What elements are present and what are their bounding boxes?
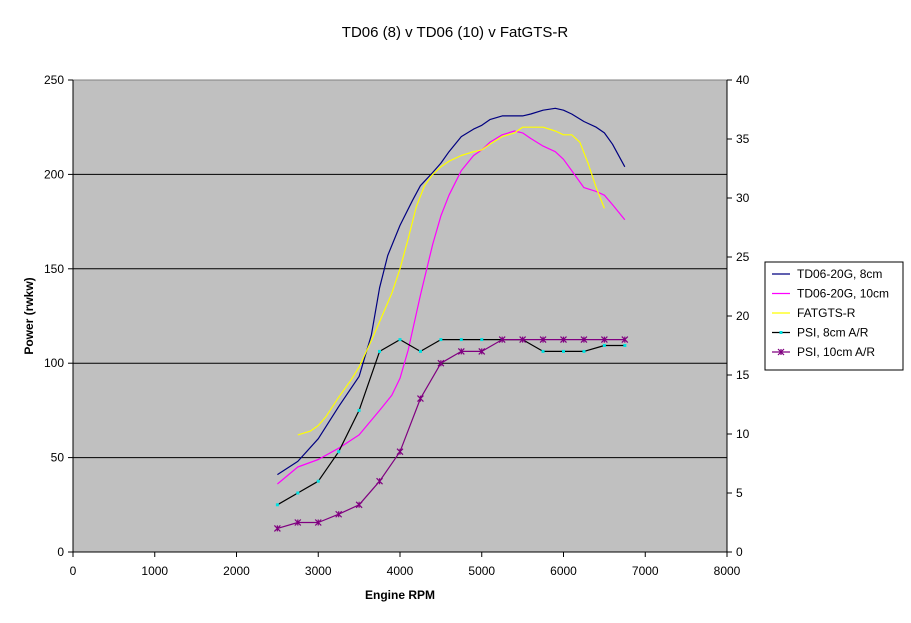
series-4-point-marker <box>580 336 588 344</box>
series-4-point-marker <box>355 501 363 509</box>
series-3-point-marker <box>602 344 606 347</box>
series-4-point-marker <box>376 477 383 485</box>
x-tick-label: 7000 <box>632 564 659 578</box>
legend-item-1: TD06-20G, 10cm <box>772 287 889 301</box>
y2-tick-label: 0 <box>736 545 743 559</box>
legend-item-2: FATGTS-R <box>772 306 856 320</box>
legend-3-marker <box>779 331 783 334</box>
series-4-point-marker <box>437 359 445 367</box>
series-3-point-marker <box>459 338 463 342</box>
plot-area <box>72 79 728 553</box>
y-tick-label: 0 <box>57 545 64 559</box>
y2-tick-label: 5 <box>736 486 743 500</box>
series-3 <box>275 338 627 507</box>
series-3-point-marker <box>418 349 422 353</box>
series-0 <box>277 107 626 476</box>
series-4-point-marker <box>457 347 465 355</box>
series-line-3 <box>277 339 625 506</box>
legend-label-2: FATGTS-R <box>797 306 856 320</box>
series-4-point-marker <box>519 336 527 344</box>
legend-4-marker <box>777 348 785 356</box>
series-4-point-marker <box>335 510 343 518</box>
legend-label-0: TD06-20G, 8cm <box>797 267 882 281</box>
legend-item-4: PSI, 10cm A/R <box>772 345 875 359</box>
series-4-point-marker <box>498 336 506 344</box>
x-tick-label: 0 <box>70 564 77 578</box>
y-tick-label: 50 <box>51 451 65 465</box>
series-1 <box>277 130 626 485</box>
series-4-point-marker <box>273 524 281 532</box>
x-tick-label: 8000 <box>714 564 741 578</box>
x-tick-label: 2000 <box>223 564 250 578</box>
y2-tick-label: 30 <box>736 191 750 205</box>
y2-tick-label: 15 <box>736 368 750 382</box>
series-3-point-marker <box>337 450 341 454</box>
series-4-point-marker <box>314 519 322 526</box>
y-tick-label: 150 <box>44 262 64 276</box>
series-3-point-marker <box>623 344 627 347</box>
y2-tick-label: 20 <box>736 309 750 323</box>
y-tick-label: 100 <box>44 356 64 370</box>
y-tick-label: 250 <box>44 73 64 87</box>
series-line-1 <box>277 130 626 485</box>
series-4 <box>273 336 629 532</box>
x-tick-label: 5000 <box>468 564 495 578</box>
x-axis-title: Engine RPM <box>365 588 435 602</box>
series-4-point-marker <box>621 336 629 344</box>
series-4-point-marker <box>396 448 404 456</box>
legend-label-3: PSI, 8cm A/R <box>797 326 869 340</box>
series-4-point-marker <box>294 519 302 526</box>
series-3-point-marker <box>562 349 565 353</box>
chart-title: TD06 (8) v TD06 (10) v FatGTS-R <box>342 24 569 41</box>
x-tick-label: 3000 <box>305 564 332 578</box>
series-3-point-marker <box>296 491 300 495</box>
series-line-4 <box>277 339 625 529</box>
series-3-point-marker <box>398 338 402 342</box>
series-4-point-marker <box>560 336 567 344</box>
axes: 0 1000 2000 3000 4000 5000 6000 7000 80000501001… <box>44 73 750 578</box>
series-4-point-marker <box>600 336 608 344</box>
series-3-point-marker <box>275 503 279 507</box>
series-4-point-marker <box>478 347 486 355</box>
legend-label-4: PSI, 10cm A/R <box>797 345 875 359</box>
series-3-point-marker <box>541 349 545 353</box>
x-tick-label: 4000 <box>387 564 414 578</box>
y2-tick-label: 25 <box>736 250 750 264</box>
series-2 <box>297 126 605 436</box>
series-3-point-marker <box>439 338 443 342</box>
y2-tick-label: 10 <box>736 427 750 441</box>
legend-item-0: TD06-20G, 8cm <box>772 267 882 281</box>
series-3-point-marker <box>582 349 586 353</box>
y-axis-title: Power (rwkw) <box>22 277 36 354</box>
x-tick-label: 1000 <box>141 564 168 578</box>
series-3-point-marker <box>480 338 484 342</box>
legend-item-3: PSI, 8cm A/R <box>772 326 869 340</box>
series-3-point-marker <box>357 408 361 412</box>
legend-label-1: TD06-20G, 10cm <box>797 287 889 301</box>
y2-tick-label: 35 <box>736 132 750 146</box>
y2-tick-label: 40 <box>736 73 750 87</box>
y-tick-label: 200 <box>44 167 64 181</box>
series-3-point-marker <box>316 479 320 483</box>
series-layer <box>273 107 629 532</box>
x-tick-label: 6000 <box>550 564 577 578</box>
series-line-0 <box>277 107 626 476</box>
series-4-point-marker <box>539 336 547 344</box>
legend: TD06-20G, 8cm TD06-20G, 10cm FATGTS-R PSI, … <box>764 261 904 371</box>
series-line-2 <box>297 126 605 436</box>
series-3-point-marker <box>378 349 382 353</box>
series-4-point-marker <box>417 395 424 403</box>
